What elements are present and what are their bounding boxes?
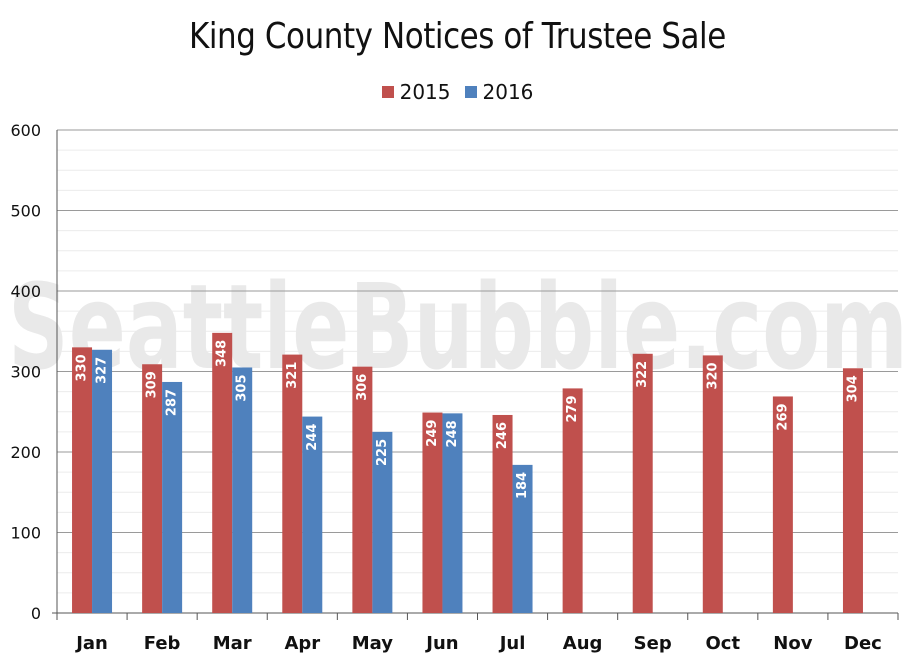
bar-2015 — [492, 414, 513, 613]
bar-2015 — [702, 355, 723, 613]
x-tick-label: Jun — [424, 633, 458, 654]
bar-2016 — [162, 381, 183, 613]
x-tick-label: Nov — [773, 633, 812, 654]
x-tick-label: Dec — [844, 633, 882, 654]
data-label-2016: 184 — [515, 472, 530, 499]
x-tick-label: Oct — [706, 633, 741, 654]
bar-2016 — [92, 349, 113, 613]
legend-label-2016: 2016 — [482, 80, 534, 104]
y-tick-label: 100 — [10, 524, 41, 543]
bar-2016 — [232, 367, 253, 613]
y-tick-label: 500 — [10, 202, 41, 221]
data-label-2015: 322 — [635, 361, 650, 388]
data-label-2015: 249 — [425, 420, 440, 447]
bar-2015 — [212, 332, 233, 613]
bar-2015 — [72, 347, 93, 613]
bar-2015 — [562, 388, 583, 613]
y-tick-label: 300 — [10, 363, 41, 382]
data-label-2016: 327 — [95, 357, 110, 384]
data-label-2016: 225 — [375, 439, 390, 466]
data-label-2015: 246 — [495, 422, 510, 449]
y-tick-label: 200 — [10, 443, 41, 462]
legend-label-2015: 2015 — [399, 80, 451, 104]
data-label-2015: 309 — [145, 371, 160, 398]
x-tick-label: May — [352, 633, 394, 654]
x-tick-label: Jul — [498, 633, 526, 654]
bar-2015 — [352, 366, 373, 613]
x-tick-label: Jan — [74, 633, 108, 654]
bar-2015 — [422, 412, 443, 613]
x-tick-label: Aug — [563, 633, 603, 654]
data-label-2015: 330 — [75, 354, 90, 381]
y-tick-label: 600 — [10, 121, 41, 140]
bar-2015 — [772, 396, 793, 613]
x-tick-label: Feb — [144, 633, 181, 654]
bar-2016 — [302, 416, 323, 613]
chart-title: King County Notices of Trustee Sale — [189, 16, 726, 57]
data-label-2015: 320 — [705, 362, 720, 389]
data-label-2016: 248 — [445, 420, 460, 447]
data-label-2015: 306 — [355, 374, 370, 401]
bar-2015 — [282, 354, 303, 613]
bar-2015 — [842, 368, 863, 613]
bar-2015 — [142, 364, 163, 613]
bar-2016 — [512, 464, 533, 613]
legend-item-2015: 2015 — [381, 80, 451, 104]
bar-2016 — [372, 431, 393, 613]
x-tick-label: Apr — [284, 633, 320, 654]
legend-swatch-2015 — [381, 86, 394, 98]
legend-swatch-2016 — [464, 86, 477, 98]
x-tick-label: Sep — [634, 633, 672, 654]
y-tick-label: 400 — [10, 282, 41, 301]
data-label-2015: 304 — [845, 375, 860, 402]
legend-item-2016: 2016 — [464, 80, 534, 104]
data-label-2015: 279 — [565, 395, 580, 422]
data-label-2015: 348 — [215, 340, 230, 367]
data-label-2016: 305 — [235, 374, 250, 401]
data-label-2015: 269 — [775, 403, 790, 430]
data-label-2016: 287 — [165, 389, 180, 416]
bar-2016 — [442, 413, 463, 613]
legend: 2015 2016 — [0, 80, 915, 104]
y-tick-label: 0 — [31, 604, 41, 623]
x-tick-label: Mar — [213, 633, 252, 654]
bar-2015 — [632, 353, 653, 613]
data-label-2015: 321 — [285, 362, 300, 389]
data-label-2016: 244 — [305, 424, 320, 451]
